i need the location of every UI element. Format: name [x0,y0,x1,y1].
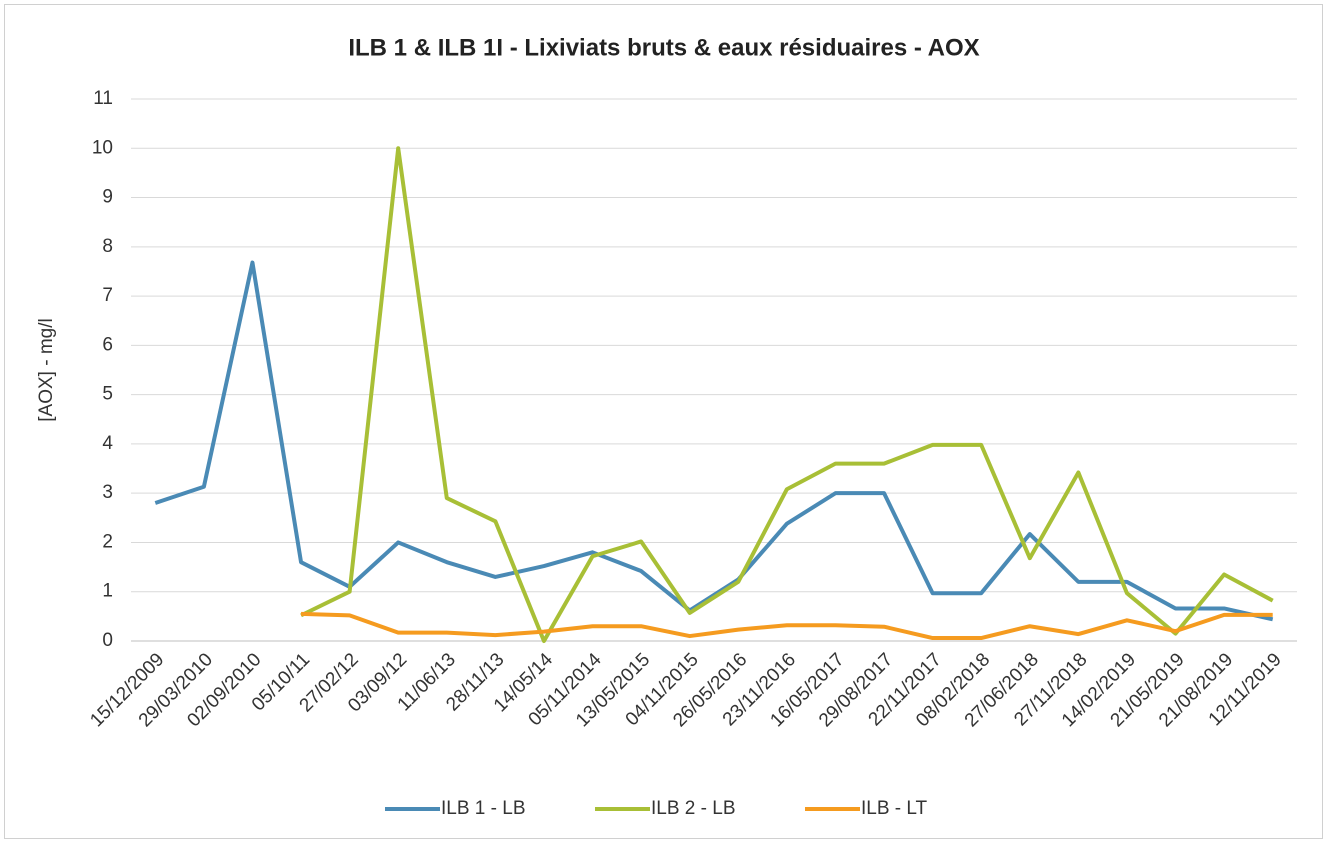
chart-frame [4,4,1323,839]
legend-label: ILB 1 - LB [441,798,526,819]
y-axis-label: [AOX] - mg/l [36,318,57,421]
y-tick-label: 4 [102,433,113,454]
series-line [300,611,1273,641]
chart-title: ILB 1 & ILB 1I - Lixiviats bruts & eaux … [348,34,979,61]
y-tick-label: 2 [102,531,113,552]
series-line [154,260,1274,622]
y-tick-label: 6 [102,334,113,355]
y-tick-label: 11 [93,88,113,109]
y-tick-label: 9 [102,187,113,208]
y-tick-label: 8 [102,236,113,257]
legend-label: ILB 2 - LB [651,798,736,819]
y-tick-label: 10 [92,137,113,158]
y-tick-label: 1 [102,581,113,602]
y-tick-label: 7 [102,285,113,306]
y-tick-label: 0 [102,630,113,651]
series-line [300,146,1274,643]
y-tick-label: 5 [102,384,113,405]
legend-label: ILB - LT [861,798,928,819]
y-tick-label: 3 [102,482,113,503]
